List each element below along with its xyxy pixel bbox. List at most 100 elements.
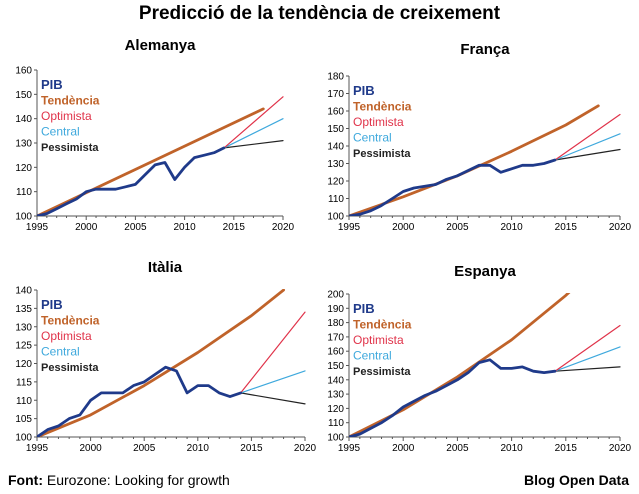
y-tick-label: 160: [327, 107, 344, 118]
y-tick-label: 150: [327, 124, 344, 135]
y-tick-label: 150: [15, 90, 32, 101]
y-tick-label: 120: [327, 177, 344, 188]
x-tick-label: 1995: [338, 222, 361, 233]
y-tick-label: 150: [327, 361, 344, 372]
y-tick-label: 160: [327, 347, 344, 358]
y-tick-label: 130: [327, 390, 344, 401]
chart-0: Alemanya 100 110 120 130 140 150 160 1995 2000 200…: [15, 37, 294, 233]
x-tick-label: 2015: [555, 443, 578, 454]
y-tick-label: 100: [15, 433, 32, 444]
y-tick-label: 120: [15, 359, 32, 370]
y-tick-label: 110: [328, 418, 344, 429]
y-tick-label: 105: [15, 414, 32, 425]
legend-item-pib: PIB: [41, 77, 63, 92]
chart-1: França 100 110 120 130 140 150 160 170 180 1995 200…: [327, 41, 631, 233]
x-tick-label: 1995: [26, 443, 49, 454]
legend-item-tendncia: Tendència: [41, 314, 100, 328]
source-label: Font:: [8, 472, 43, 488]
series-line-tendncia: [349, 104, 600, 216]
legend-item-central: Central: [353, 131, 392, 145]
x-tick-label: 2000: [75, 222, 98, 233]
x-tick-label: 2000: [392, 443, 415, 454]
legend-item-optimista: Optimista: [353, 333, 404, 347]
legend-item-tendncia: Tendència: [353, 318, 412, 332]
series-line-pessimista: [240, 392, 306, 405]
y-tick-label: 140: [327, 142, 344, 153]
legend-item-central: Central: [41, 345, 80, 359]
legend-item-pessimista: Pessimista: [41, 142, 99, 154]
source-text: Eurozone: Looking for growth: [46, 472, 230, 488]
y-tick-label: 160: [15, 66, 32, 77]
legend-item-pessimista: Pessimista: [353, 148, 411, 160]
y-tick-label: 130: [327, 159, 344, 170]
legend-item-tendncia: Tendència: [41, 94, 100, 108]
series-line-pessimista: [223, 140, 284, 149]
x-tick-label: 2010: [500, 443, 523, 454]
series-line-central: [223, 118, 284, 149]
legend-item-pib: PIB: [353, 301, 375, 316]
chart-title: França: [460, 41, 510, 58]
legend-item-pessimista: Pessimista: [353, 366, 411, 378]
x-tick-label: 2005: [446, 443, 469, 454]
series-line-pessimista: [554, 366, 621, 372]
x-tick-label: 2015: [555, 222, 578, 233]
y-tick-label: 200: [327, 290, 344, 301]
x-tick-label: 2020: [609, 222, 632, 233]
x-tick-label: 2005: [133, 443, 156, 454]
series-line-pib: [37, 365, 243, 437]
series-line-central: [554, 346, 621, 372]
legend-item-central: Central: [353, 349, 392, 363]
x-tick-label: 2020: [294, 443, 317, 454]
x-tick-label: 2015: [240, 443, 263, 454]
legend-item-optimista: Optimista: [41, 109, 92, 123]
chart-3: Espanya 100 110 120 130 140 150 160 170 180 190 200…: [327, 263, 631, 454]
x-tick-label: 2020: [272, 222, 295, 233]
series-line-pib: [349, 158, 557, 216]
series-line-central: [240, 370, 306, 394]
legend-item-tendncia: Tendència: [353, 100, 412, 114]
x-tick-label: 2000: [392, 222, 415, 233]
x-tick-label: 1995: [26, 222, 49, 233]
y-tick-label: 100: [327, 212, 344, 223]
y-tick-label: 170: [327, 332, 344, 343]
y-tick-label: 135: [15, 304, 32, 315]
series-line-tendncia: [37, 107, 265, 216]
y-tick-label: 140: [15, 114, 32, 125]
series-line-pib: [349, 358, 557, 437]
y-tick-label: 115: [16, 377, 32, 388]
series-line-optimista: [223, 96, 284, 149]
y-tick-label: 120: [15, 163, 32, 174]
x-tick-label: 2000: [79, 443, 102, 454]
legend-item-optimista: Optimista: [41, 329, 92, 343]
y-tick-label: 100: [15, 212, 32, 223]
legend-item-pib: PIB: [353, 83, 375, 98]
chart-2: Itàlia 100 105 110 115 120 125 130 135 140 1995 200…: [15, 259, 316, 454]
x-tick-label: 2010: [500, 222, 523, 233]
series-line-pessimista: [554, 148, 621, 161]
chart-title: Itàlia: [148, 259, 183, 276]
y-tick-label: 110: [328, 194, 344, 205]
brand-label: Blog Open Data: [523, 472, 629, 488]
y-tick-label: 130: [15, 139, 32, 150]
y-tick-label: 100: [327, 433, 344, 444]
chart-title: Espanya: [454, 263, 516, 280]
series-line-optimista: [554, 113, 621, 161]
x-tick-label: 2010: [187, 443, 210, 454]
y-tick-label: 110: [16, 396, 32, 407]
y-tick-label: 170: [327, 89, 344, 100]
legend-item-central: Central: [41, 125, 80, 139]
x-tick-label: 2010: [173, 222, 196, 233]
y-tick-label: 190: [327, 304, 344, 315]
x-tick-label: 2005: [446, 222, 469, 233]
chart-title: Alemanya: [125, 37, 197, 54]
series-line-central: [554, 133, 621, 161]
legend-item-pessimista: Pessimista: [41, 362, 99, 374]
x-tick-label: 1995: [338, 443, 361, 454]
source-note: Font: Eurozone: Looking for growth: [8, 472, 230, 488]
x-tick-label: 2005: [124, 222, 147, 233]
y-tick-label: 180: [327, 318, 344, 329]
legend-item-pib: PIB: [41, 297, 63, 312]
legend-item-optimista: Optimista: [353, 115, 404, 129]
y-tick-label: 125: [15, 341, 32, 352]
